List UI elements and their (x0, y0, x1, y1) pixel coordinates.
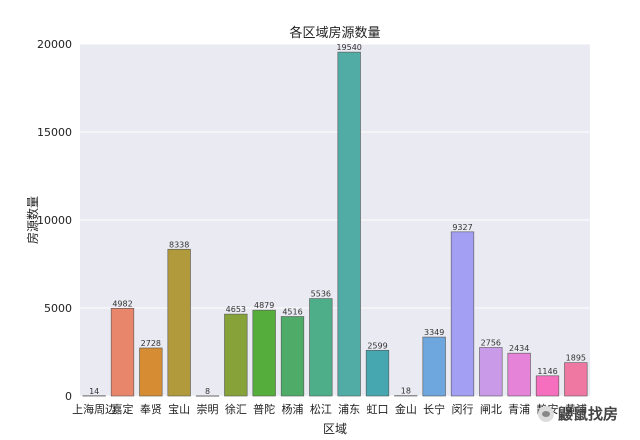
x-tick-label: 徐汇 (225, 402, 247, 416)
x-tick-label: 浦东 (338, 403, 360, 416)
y-tick-label: 10000 (37, 214, 72, 227)
x-tick-label: 长宁 (423, 402, 445, 416)
bar (564, 362, 588, 397)
bar-value-label: 8338 (169, 240, 189, 249)
x-tick-labels: 上海周边嘉定奉贤宝山崇明徐汇普陀杨浦松江浦东虹口金山长宁闵行闸北青浦静安黄浦 (72, 402, 587, 416)
bar-value-label: 14 (89, 387, 99, 396)
bar-value-label: 5536 (311, 290, 331, 299)
bar-value-label: 9327 (452, 223, 472, 232)
watermark: 鼹鼠找房 (537, 403, 618, 424)
data-labels: 14 4982 2728 8338 8 4653 4879 4516 5536 19540 2599… (89, 43, 586, 396)
bar-value-label: 1895 (566, 354, 586, 363)
bar (252, 309, 276, 397)
chart-title: 各区域房源数量 (289, 25, 380, 41)
bar (167, 248, 191, 397)
x-tick-label: 闸北 (480, 403, 502, 416)
bar (280, 316, 305, 397)
bar (365, 349, 390, 397)
bar (224, 313, 248, 397)
watermark-text: 鼹鼠找房 (557, 405, 618, 423)
x-tick-label: 奉贤 (140, 402, 162, 416)
bar-value-label: 8 (205, 387, 210, 396)
y-tick-label: 5000 (44, 302, 72, 315)
x-tick-label: 闵行 (452, 402, 474, 416)
bar-value-label: 2599 (367, 341, 387, 350)
x-tick-label: 杨浦 (282, 402, 304, 416)
bar (309, 298, 333, 397)
bar-value-label: 2434 (509, 344, 529, 353)
x-tick-label: 崇明 (197, 403, 219, 416)
x-tick-label: 松江 (310, 402, 332, 416)
y-tick-label: 20000 (37, 38, 72, 51)
bar (422, 336, 446, 397)
x-tick-label: 青浦 (508, 403, 530, 416)
bar-value-label: 2728 (141, 339, 161, 348)
bar-value-label: 4653 (226, 305, 246, 314)
bar (110, 308, 135, 397)
bar-value-label: 4879 (254, 301, 274, 310)
bar-value-label: 1146 (537, 367, 557, 376)
bar (535, 375, 560, 397)
x-tick-label: 嘉定 (112, 402, 134, 416)
bar (507, 352, 531, 397)
bar (479, 347, 503, 397)
y-tick-label: 15000 (37, 126, 72, 139)
bar-value-label: 19540 (336, 43, 361, 52)
x-tick-label: 上海周边 (72, 402, 116, 416)
x-tick-label: 黄浦 (565, 402, 587, 416)
bar-value-label: 3349 (424, 328, 444, 337)
gridlines (80, 43, 590, 397)
bar-value-label: 2756 (481, 338, 501, 347)
x-tick-label: 宝山 (168, 402, 190, 416)
bar-value-label: 4982 (112, 299, 132, 308)
bar (450, 231, 475, 397)
x-tick-label: 普陀 (253, 402, 275, 416)
y-tick-label: 0 (65, 390, 72, 403)
x-tick-label: 金山 (395, 402, 417, 416)
x-tick-label: 虹口 (367, 403, 389, 416)
bars (82, 51, 588, 397)
bar-value-label: 4516 (282, 308, 302, 317)
y-tick-labels: 0 5000 10000 15000 20000 (37, 38, 72, 403)
wechat-logo-icon (537, 405, 554, 422)
x-axis-title: 区域 (323, 422, 347, 436)
bar (139, 347, 163, 397)
bar (337, 51, 361, 397)
bar-value-label: 18 (401, 387, 411, 396)
y-axis-title: 房源数量 (25, 196, 40, 244)
